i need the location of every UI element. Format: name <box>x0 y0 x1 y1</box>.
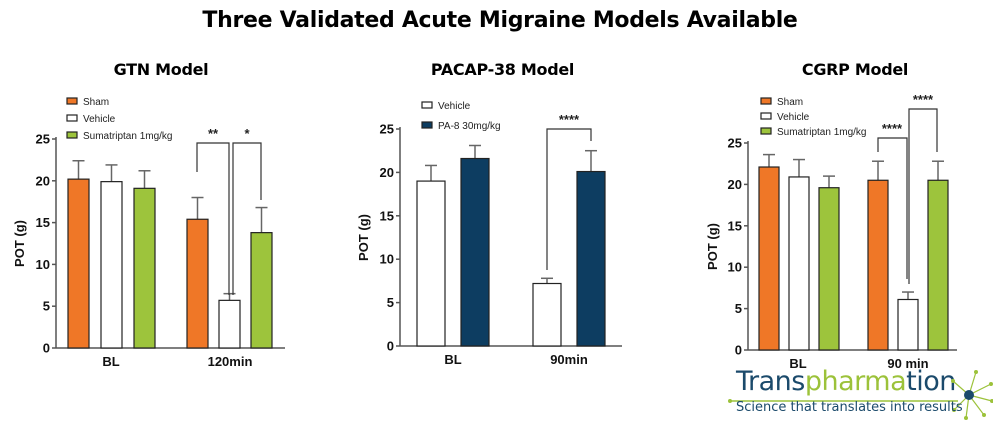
y-tick-label: 0 <box>387 339 394 354</box>
y-tick-label: 15 <box>380 208 394 223</box>
logo-wordmark: Transpharmation <box>736 366 956 397</box>
bar <box>927 179 949 351</box>
y-tick-label: 25 <box>380 122 394 137</box>
y-tick-label: 25 <box>728 136 742 151</box>
y-tick-label: 20 <box>380 165 394 180</box>
legend-swatch <box>66 131 78 139</box>
y-tick-label: 15 <box>36 215 50 230</box>
legend-swatch <box>66 97 78 105</box>
legend-label: Vehicle <box>777 112 810 123</box>
legend-label: Sumatriptan 1mg/kg <box>83 131 173 142</box>
x-category-label: 120min <box>208 354 253 369</box>
bar <box>218 299 241 349</box>
y-tick-label: 10 <box>728 260 742 275</box>
x-category-label: BL <box>444 352 461 367</box>
pacap-chart-title: PACAP-38 Model <box>430 60 575 79</box>
bar <box>818 187 840 351</box>
bar <box>100 181 123 349</box>
bar <box>186 218 209 349</box>
significance-label: **** <box>559 112 580 127</box>
y-tick-label: 5 <box>387 295 394 310</box>
logo-network-icon <box>728 370 993 420</box>
y-tick-label: 20 <box>36 173 50 188</box>
logo-tagline: Science that translates into results <box>736 400 963 415</box>
y-tick-label: 0 <box>735 343 742 358</box>
legend-label: PA-8 30mg/kg <box>438 121 501 132</box>
legend-label: Sham <box>83 97 109 108</box>
bar <box>416 180 446 347</box>
bar <box>532 282 562 347</box>
y-tick-label: 5 <box>43 299 50 314</box>
y-tick-label: 10 <box>380 252 394 267</box>
y-tick-label: 20 <box>728 177 742 192</box>
y-tick-label: 0 <box>43 341 50 356</box>
logo-text-1: Trans <box>736 366 805 397</box>
x-category-label: 90min <box>550 352 588 367</box>
y-axis-label: POT (g) <box>356 214 371 261</box>
x-category-label: 90 min <box>887 356 928 371</box>
legend-swatch <box>66 114 78 122</box>
logo-text-2: pharma <box>804 366 907 397</box>
transpharmation-logo: Transpharmation Science that translates … <box>728 366 993 430</box>
bar <box>460 157 490 347</box>
y-axis-label: POT (g) <box>12 220 27 267</box>
legend-swatch <box>760 97 772 105</box>
significance-bracket <box>546 128 592 270</box>
legend-swatch <box>421 101 433 109</box>
x-category-label: BL <box>102 354 119 369</box>
bar <box>67 178 90 349</box>
bar <box>897 298 919 351</box>
cgrp-chart-title: CGRP Model <box>801 60 909 79</box>
legend-label: Vehicle <box>438 101 471 112</box>
y-tick-label: 10 <box>36 257 50 272</box>
significance-label: **** <box>913 92 934 107</box>
significance-bracket <box>908 108 938 284</box>
bar <box>133 187 156 349</box>
y-tick-label: 15 <box>728 218 742 233</box>
legend-label: Sham <box>777 97 803 108</box>
significance-label: **** <box>882 121 903 136</box>
bar <box>788 176 810 351</box>
gtn-chart-title: GTN Model <box>113 60 209 79</box>
y-tick-label: 25 <box>36 132 50 147</box>
x-category-label: BL <box>789 356 806 371</box>
significance-bracket <box>877 137 908 279</box>
significance-bracket <box>232 142 262 295</box>
significance-label: * <box>244 126 250 141</box>
logo-text-3: tion <box>906 366 956 397</box>
page-title: Three Validated Acute Migraine Models Av… <box>202 8 798 33</box>
legend-label: Vehicle <box>83 114 116 125</box>
legend-swatch <box>421 121 433 129</box>
significance-bracket <box>196 142 230 295</box>
significance-label: ** <box>208 126 219 141</box>
legend-swatch <box>760 112 772 120</box>
legend-swatch <box>760 127 772 135</box>
bar <box>250 232 273 349</box>
bar <box>576 170 606 347</box>
y-axis-label: POT (g) <box>705 223 720 270</box>
bar <box>758 166 780 351</box>
y-tick-label: 5 <box>735 301 742 316</box>
bar <box>867 179 889 351</box>
legend-label: Sumatriptan 1mg/kg <box>777 127 867 138</box>
